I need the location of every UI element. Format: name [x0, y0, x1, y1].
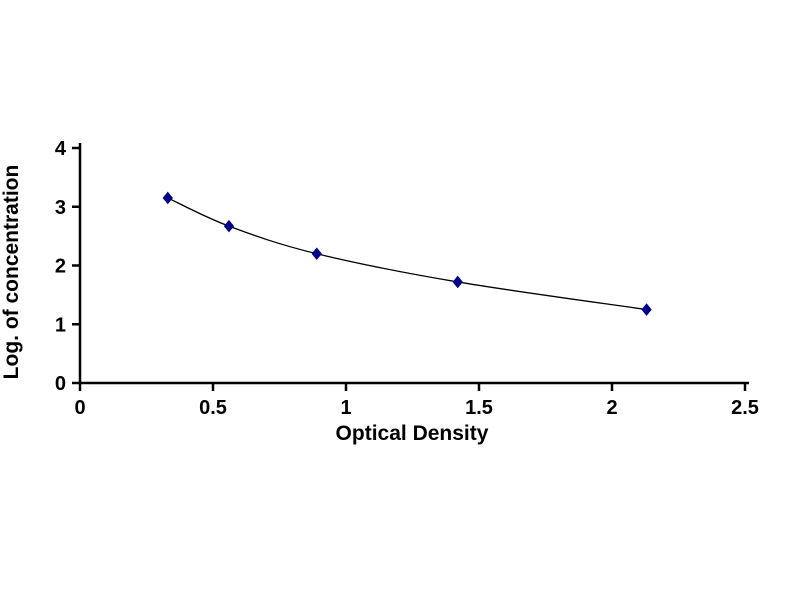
data-point-marker	[162, 191, 173, 205]
x-tick-label: 1.5	[465, 397, 493, 419]
y-tick-label: 1	[55, 314, 66, 336]
x-tick-label: 0	[74, 397, 85, 419]
y-axis-label: Log. of concentration	[0, 165, 23, 380]
data-point-marker	[641, 303, 652, 316]
x-tick-label: 1	[340, 397, 351, 419]
y-tick-label: 2	[55, 256, 66, 278]
curve-line	[167, 197, 647, 311]
y-tick-label: 0	[55, 373, 66, 395]
data-point-marker	[223, 219, 235, 233]
data-point-marker	[311, 247, 322, 261]
x-axis-label: Optical Density	[336, 422, 489, 445]
plot-area: 0 0.5 1 1.5 2 2.5 0 1 2 3 4	[55, 138, 759, 419]
data-point-marker	[452, 275, 463, 289]
x-tick-label: 2	[606, 397, 617, 419]
x-tick-label: 0.5	[199, 397, 227, 419]
y-tick-label: 4	[55, 138, 67, 160]
y-tick-label: 3	[55, 197, 66, 219]
x-tick-label: 2.5	[731, 397, 759, 419]
